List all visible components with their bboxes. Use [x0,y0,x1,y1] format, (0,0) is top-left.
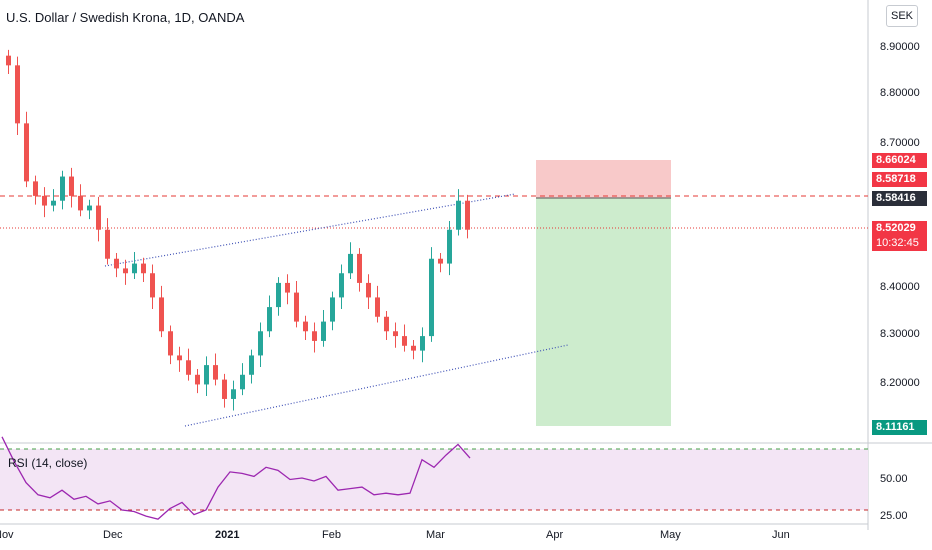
rsi-line[interactable] [1,436,471,520]
candle-body [42,195,47,206]
candle-body [420,336,425,351]
candle-body [168,331,173,356]
candle-body [348,253,353,274]
candle-body [276,282,281,308]
candle-body [330,297,335,322]
rsi-tick: 25.00 [880,510,908,522]
candle-body [456,200,461,230]
candle-body [204,365,209,385]
candle-body [411,345,416,351]
candle-body [123,268,128,274]
candle-body [186,360,191,375]
symbol-title[interactable]: U.S. Dollar / Swedish Krona, 1D, OANDA [6,10,245,25]
candle-body [159,297,164,332]
candle-body [375,297,380,317]
rsi-band [0,449,868,510]
price-tick: 8.70000 [880,137,920,149]
price-tick: 8.40000 [880,281,920,293]
time-tick: Feb [322,529,341,541]
candle-body [24,123,29,182]
price-tag-stop: 8.66024 [872,153,927,168]
candle-body [33,181,38,196]
candle-body [357,253,362,283]
candle-body [339,273,344,298]
price-tick: 8.80000 [880,87,920,99]
candle-body [267,307,272,332]
last-price-value: 8.52029 [876,222,916,234]
currency-button[interactable]: SEK [886,5,918,27]
rsi-indicator-label[interactable]: RSI (14, close) [8,456,88,470]
price-tag-entry: 8.58718 [872,172,927,187]
time-tick: 2021 [215,529,239,541]
candle-body [141,263,146,274]
candle-body [465,200,470,230]
candlestick-series [6,49,470,411]
candle-body [222,379,227,399]
rsi-tick: 50.00 [880,473,908,485]
candle-body [240,374,245,390]
candle-body [285,282,290,293]
candle-body [96,205,101,230]
candle-body [321,321,326,341]
candle-body [249,355,254,375]
candle-body [312,331,317,341]
price-tag-last: 8.52029 10:32:45 [872,221,927,251]
candle-body [429,258,434,337]
time-tick: Apr [546,529,563,541]
price-tag-level: 8.58416 [872,191,927,206]
stop-loss-zone[interactable] [536,160,671,198]
channel-upper-line[interactable] [104,193,516,267]
candle-body [51,200,56,206]
candle-body [366,282,371,298]
bar-countdown: 10:32:45 [876,237,919,249]
time-tick: Dec [103,529,123,541]
candle-body [393,331,398,337]
price-tick: 8.20000 [880,377,920,389]
candle-body [213,365,218,380]
time-tick: Jun [772,529,790,541]
time-tick: Mar [426,529,445,541]
candle-body [384,316,389,332]
candle-body [402,336,407,346]
candle-body [114,258,119,269]
candle-body [303,321,308,332]
price-tick: 8.90000 [880,41,920,53]
candle-body [150,273,155,298]
candle-body [294,292,299,322]
candle-body [105,229,110,259]
take-profit-zone[interactable] [536,198,671,426]
channel-lower-line[interactable] [184,344,569,427]
candle-body [258,331,263,356]
candle-body [177,355,182,361]
candle-body [231,389,236,399]
candle-body [195,374,200,385]
candle-body [132,263,137,274]
candle-body [447,229,452,264]
candle-body [69,176,74,196]
candle-body [87,205,92,211]
candle-body [78,195,83,211]
candle-body [438,258,443,264]
candle-body [6,55,11,66]
time-tick: Nov [0,529,14,541]
price-tag-target: 8.11161 [872,420,927,435]
candle-body [15,65,20,124]
price-tick: 8.30000 [880,328,920,340]
candle-body [60,176,65,201]
time-tick: May [660,529,681,541]
